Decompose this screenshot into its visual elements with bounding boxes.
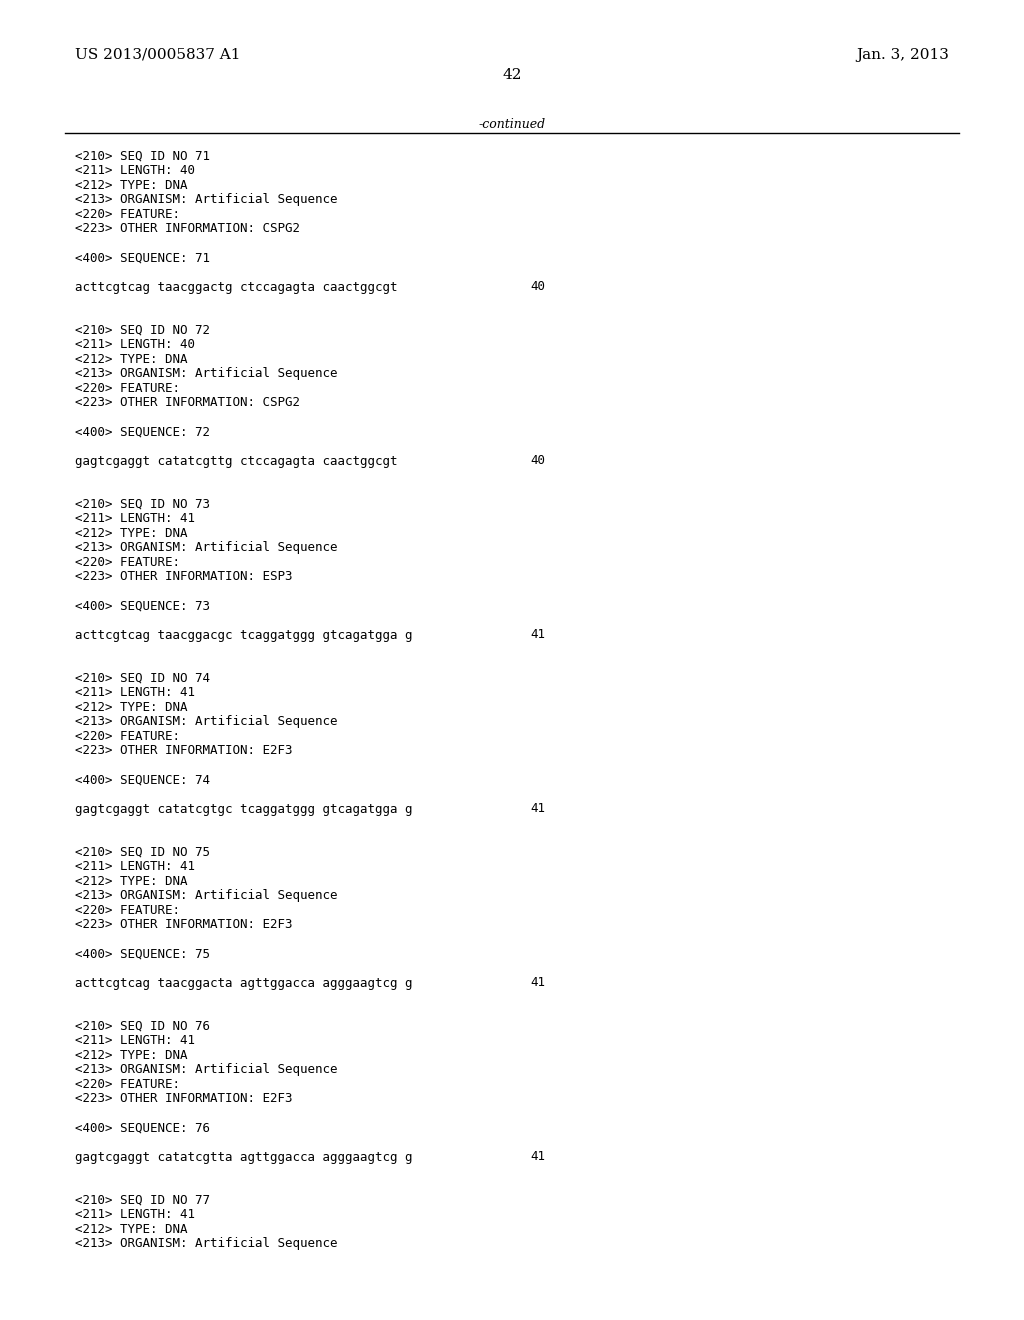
Text: US 2013/0005837 A1: US 2013/0005837 A1 (75, 48, 241, 62)
Text: 41: 41 (530, 803, 545, 816)
Text: <211> LENGTH: 41: <211> LENGTH: 41 (75, 686, 195, 700)
Text: <212> TYPE: DNA: <212> TYPE: DNA (75, 1049, 187, 1063)
Text: <220> FEATURE:: <220> FEATURE: (75, 209, 180, 220)
Text: 41: 41 (530, 628, 545, 642)
Text: gagtcgaggt catatcgtta agttggacca agggaagtcg g: gagtcgaggt catatcgtta agttggacca agggaag… (75, 1151, 413, 1163)
Text: <211> LENGTH: 40: <211> LENGTH: 40 (75, 338, 195, 351)
Text: <210> SEQ ID NO 77: <210> SEQ ID NO 77 (75, 1195, 210, 1206)
Text: <220> FEATURE:: <220> FEATURE: (75, 1078, 180, 1092)
Text: 41: 41 (530, 977, 545, 990)
Text: <212> TYPE: DNA: <212> TYPE: DNA (75, 527, 187, 540)
Text: <210> SEQ ID NO 75: <210> SEQ ID NO 75 (75, 846, 210, 859)
Text: <213> ORGANISM: Artificial Sequence: <213> ORGANISM: Artificial Sequence (75, 1238, 338, 1250)
Text: Jan. 3, 2013: Jan. 3, 2013 (856, 48, 949, 62)
Text: <400> SEQUENCE: 74: <400> SEQUENCE: 74 (75, 774, 210, 787)
Text: 40: 40 (530, 281, 545, 293)
Text: <223> OTHER INFORMATION: ESP3: <223> OTHER INFORMATION: ESP3 (75, 570, 293, 583)
Text: <210> SEQ ID NO 74: <210> SEQ ID NO 74 (75, 672, 210, 685)
Text: <223> OTHER INFORMATION: CSPG2: <223> OTHER INFORMATION: CSPG2 (75, 223, 300, 235)
Text: acttcgtcag taacggactg ctccagagta caactggcgt: acttcgtcag taacggactg ctccagagta caactgg… (75, 281, 397, 293)
Text: gagtcgaggt catatcgttg ctccagagta caactggcgt: gagtcgaggt catatcgttg ctccagagta caactgg… (75, 454, 397, 467)
Text: <211> LENGTH: 41: <211> LENGTH: 41 (75, 1035, 195, 1048)
Text: <211> LENGTH: 41: <211> LENGTH: 41 (75, 1209, 195, 1221)
Text: <400> SEQUENCE: 71: <400> SEQUENCE: 71 (75, 252, 210, 264)
Text: <211> LENGTH: 40: <211> LENGTH: 40 (75, 165, 195, 177)
Text: <212> TYPE: DNA: <212> TYPE: DNA (75, 352, 187, 366)
Text: <211> LENGTH: 41: <211> LENGTH: 41 (75, 861, 195, 874)
Text: <213> ORGANISM: Artificial Sequence: <213> ORGANISM: Artificial Sequence (75, 715, 338, 729)
Text: <213> ORGANISM: Artificial Sequence: <213> ORGANISM: Artificial Sequence (75, 541, 338, 554)
Text: <223> OTHER INFORMATION: CSPG2: <223> OTHER INFORMATION: CSPG2 (75, 396, 300, 409)
Text: <400> SEQUENCE: 73: <400> SEQUENCE: 73 (75, 599, 210, 612)
Text: -continued: -continued (478, 117, 546, 131)
Text: <210> SEQ ID NO 76: <210> SEQ ID NO 76 (75, 1020, 210, 1034)
Text: <400> SEQUENCE: 75: <400> SEQUENCE: 75 (75, 948, 210, 961)
Text: <400> SEQUENCE: 72: <400> SEQUENCE: 72 (75, 425, 210, 438)
Text: <220> FEATURE:: <220> FEATURE: (75, 381, 180, 395)
Text: acttcgtcag taacggacgc tcaggatggg gtcagatgga g: acttcgtcag taacggacgc tcaggatggg gtcagat… (75, 628, 413, 642)
Text: 41: 41 (530, 1151, 545, 1163)
Text: <220> FEATURE:: <220> FEATURE: (75, 730, 180, 743)
Text: <213> ORGANISM: Artificial Sequence: <213> ORGANISM: Artificial Sequence (75, 367, 338, 380)
Text: <223> OTHER INFORMATION: E2F3: <223> OTHER INFORMATION: E2F3 (75, 919, 293, 932)
Text: 42: 42 (502, 69, 522, 82)
Text: <213> ORGANISM: Artificial Sequence: <213> ORGANISM: Artificial Sequence (75, 194, 338, 206)
Text: <213> ORGANISM: Artificial Sequence: <213> ORGANISM: Artificial Sequence (75, 890, 338, 903)
Text: <220> FEATURE:: <220> FEATURE: (75, 904, 180, 917)
Text: <223> OTHER INFORMATION: E2F3: <223> OTHER INFORMATION: E2F3 (75, 1093, 293, 1106)
Text: <212> TYPE: DNA: <212> TYPE: DNA (75, 875, 187, 888)
Text: acttcgtcag taacggacta agttggacca agggaagtcg g: acttcgtcag taacggacta agttggacca agggaag… (75, 977, 413, 990)
Text: gagtcgaggt catatcgtgc tcaggatggg gtcagatgga g: gagtcgaggt catatcgtgc tcaggatggg gtcagat… (75, 803, 413, 816)
Text: <212> TYPE: DNA: <212> TYPE: DNA (75, 180, 187, 191)
Text: <210> SEQ ID NO 73: <210> SEQ ID NO 73 (75, 498, 210, 511)
Text: <223> OTHER INFORMATION: E2F3: <223> OTHER INFORMATION: E2F3 (75, 744, 293, 758)
Text: <400> SEQUENCE: 76: <400> SEQUENCE: 76 (75, 1122, 210, 1134)
Text: <210> SEQ ID NO 71: <210> SEQ ID NO 71 (75, 150, 210, 162)
Text: <211> LENGTH: 41: <211> LENGTH: 41 (75, 512, 195, 525)
Text: 40: 40 (530, 454, 545, 467)
Text: <212> TYPE: DNA: <212> TYPE: DNA (75, 701, 187, 714)
Text: <212> TYPE: DNA: <212> TYPE: DNA (75, 1224, 187, 1236)
Text: <210> SEQ ID NO 72: <210> SEQ ID NO 72 (75, 323, 210, 337)
Text: <213> ORGANISM: Artificial Sequence: <213> ORGANISM: Artificial Sequence (75, 1064, 338, 1077)
Text: <220> FEATURE:: <220> FEATURE: (75, 556, 180, 569)
